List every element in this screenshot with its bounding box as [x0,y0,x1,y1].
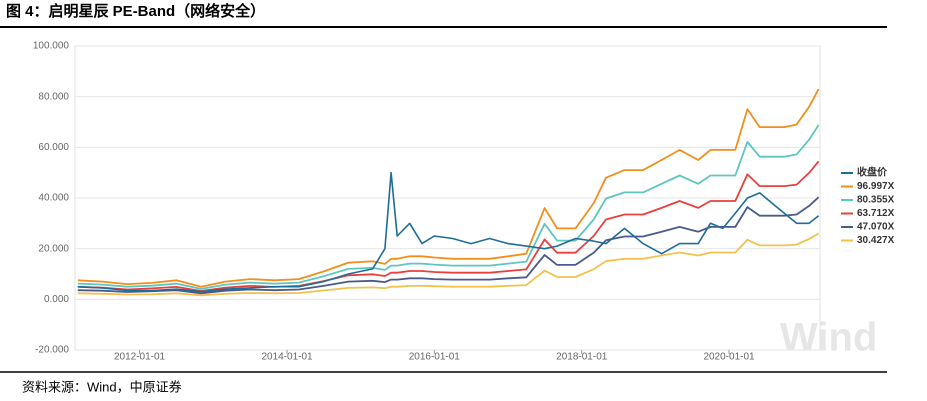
legend-label: 47.070X [857,222,895,233]
x-tick-label: 2016-01-01 [409,352,461,363]
series-line [77,88,820,288]
y-tick-label: 20.000 [38,243,69,254]
y-tick-label: 40.000 [38,193,69,204]
x-tick-label: 2020-01-01 [703,352,755,363]
x-tick-label: 2012-01-01 [114,352,166,363]
x-tick-label: 2014-01-01 [261,352,313,363]
y-tick-label: 60.000 [38,142,69,153]
legend-label: 96.997X [857,181,895,192]
series-line [77,171,820,293]
series-line [77,124,820,290]
legend-label: 63.712X [857,208,895,219]
legend-label: 80.355X [857,195,895,206]
source-note: 资料来源：Wind，中原证券 [22,379,182,394]
y-tick-label: -20.000 [35,345,69,356]
y-tick-label: 100.000 [33,41,70,52]
x-tick-label: 2018-01-01 [556,352,608,363]
legend-label: 30.427X [857,235,895,246]
chart-title: 图 4：启明星辰 PE-Band（网络安全） [6,2,265,20]
legend-label: 收盘价 [857,166,888,179]
y-tick-label: 0.000 [44,294,69,305]
series-line [77,232,820,297]
y-tick-label: 80.000 [38,91,69,102]
series-line [77,196,820,295]
series-line [77,160,820,292]
watermark: Wind [780,316,877,360]
